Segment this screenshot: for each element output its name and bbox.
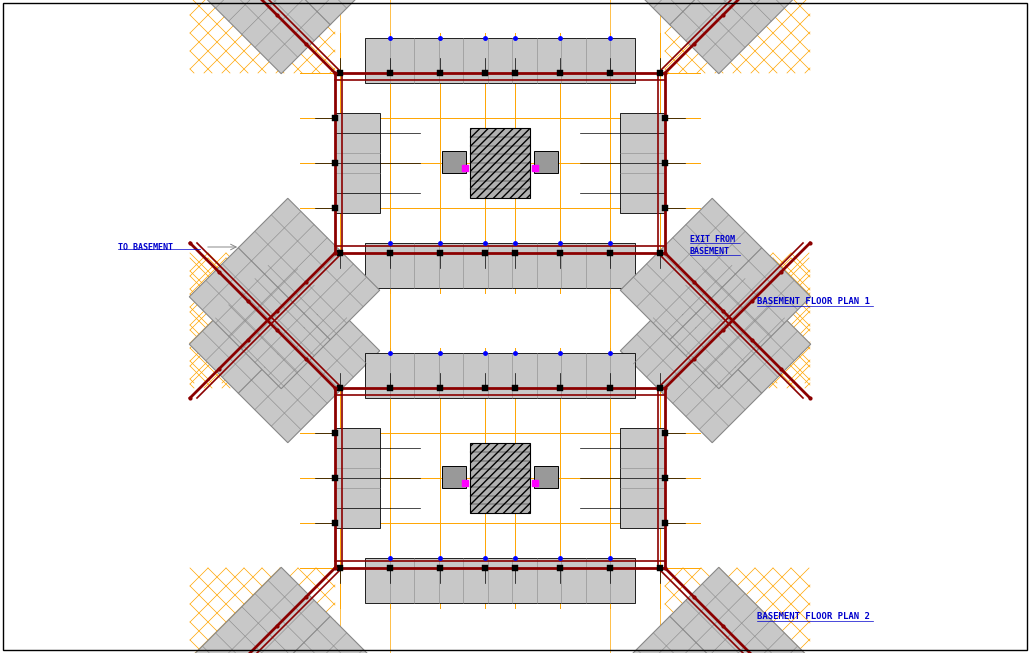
Bar	[620, 113, 665, 213]
Bar	[437, 385, 443, 391]
Bar	[607, 385, 613, 391]
Bar	[470, 443, 530, 513]
Text: BASEMENT: BASEMENT	[690, 247, 730, 257]
Bar	[437, 250, 443, 256]
Polygon shape	[238, 616, 380, 653]
Bar	[662, 520, 668, 526]
Bar	[337, 565, 343, 571]
Bar	[657, 250, 663, 256]
Bar	[557, 250, 563, 256]
Polygon shape	[238, 0, 380, 25]
Bar	[335, 113, 380, 213]
Bar	[332, 520, 338, 526]
Polygon shape	[670, 0, 811, 74]
Bar	[512, 565, 518, 571]
Polygon shape	[620, 0, 762, 25]
Bar	[442, 466, 466, 488]
Bar	[620, 428, 665, 528]
Bar	[662, 475, 668, 481]
Polygon shape	[670, 247, 811, 389]
Bar	[534, 466, 558, 488]
Text: TO BASEMENT: TO BASEMENT	[118, 242, 173, 251]
Polygon shape	[238, 301, 380, 443]
Bar	[332, 475, 338, 481]
Bar	[557, 70, 563, 76]
Bar	[482, 565, 488, 571]
Bar	[387, 70, 393, 76]
Bar	[662, 115, 668, 121]
Bar	[365, 243, 636, 288]
Bar	[657, 385, 663, 391]
Bar	[607, 250, 613, 256]
Bar	[512, 70, 518, 76]
Bar	[387, 250, 393, 256]
Bar	[442, 151, 466, 173]
Bar	[437, 565, 443, 571]
Bar	[534, 151, 558, 173]
Bar	[387, 565, 393, 571]
Bar	[662, 160, 668, 166]
Bar	[365, 353, 636, 398]
Bar	[365, 558, 636, 603]
Polygon shape	[190, 0, 331, 74]
Bar	[437, 70, 443, 76]
Polygon shape	[190, 567, 331, 653]
Bar	[337, 250, 343, 256]
Text: BASEMENT FLOOR PLAN 2: BASEMENT FLOOR PLAN 2	[757, 612, 870, 621]
Bar	[657, 565, 663, 571]
Bar	[387, 385, 393, 391]
Bar	[332, 115, 338, 121]
Bar	[662, 430, 668, 436]
Polygon shape	[620, 616, 762, 653]
Polygon shape	[670, 252, 811, 394]
Bar	[482, 385, 488, 391]
Text: EXIT FROM: EXIT FROM	[690, 236, 735, 244]
Polygon shape	[670, 567, 811, 653]
Bar	[337, 385, 343, 391]
Polygon shape	[620, 301, 762, 443]
Bar	[332, 205, 338, 211]
Bar	[607, 70, 613, 76]
Polygon shape	[238, 199, 380, 340]
Bar	[482, 250, 488, 256]
Bar	[332, 160, 338, 166]
Bar	[557, 565, 563, 571]
Bar	[337, 70, 343, 76]
Bar	[557, 385, 563, 391]
Bar	[512, 250, 518, 256]
Bar	[662, 205, 668, 211]
Bar	[470, 128, 530, 198]
Text: BASEMENT FLOOR PLAN 1: BASEMENT FLOOR PLAN 1	[757, 297, 870, 306]
Polygon shape	[620, 199, 762, 340]
Polygon shape	[190, 247, 331, 389]
Bar	[332, 430, 338, 436]
Bar	[657, 70, 663, 76]
Bar	[512, 385, 518, 391]
Polygon shape	[190, 252, 331, 394]
Bar	[482, 70, 488, 76]
Bar	[365, 38, 636, 83]
Bar	[335, 428, 380, 528]
Bar	[607, 565, 613, 571]
